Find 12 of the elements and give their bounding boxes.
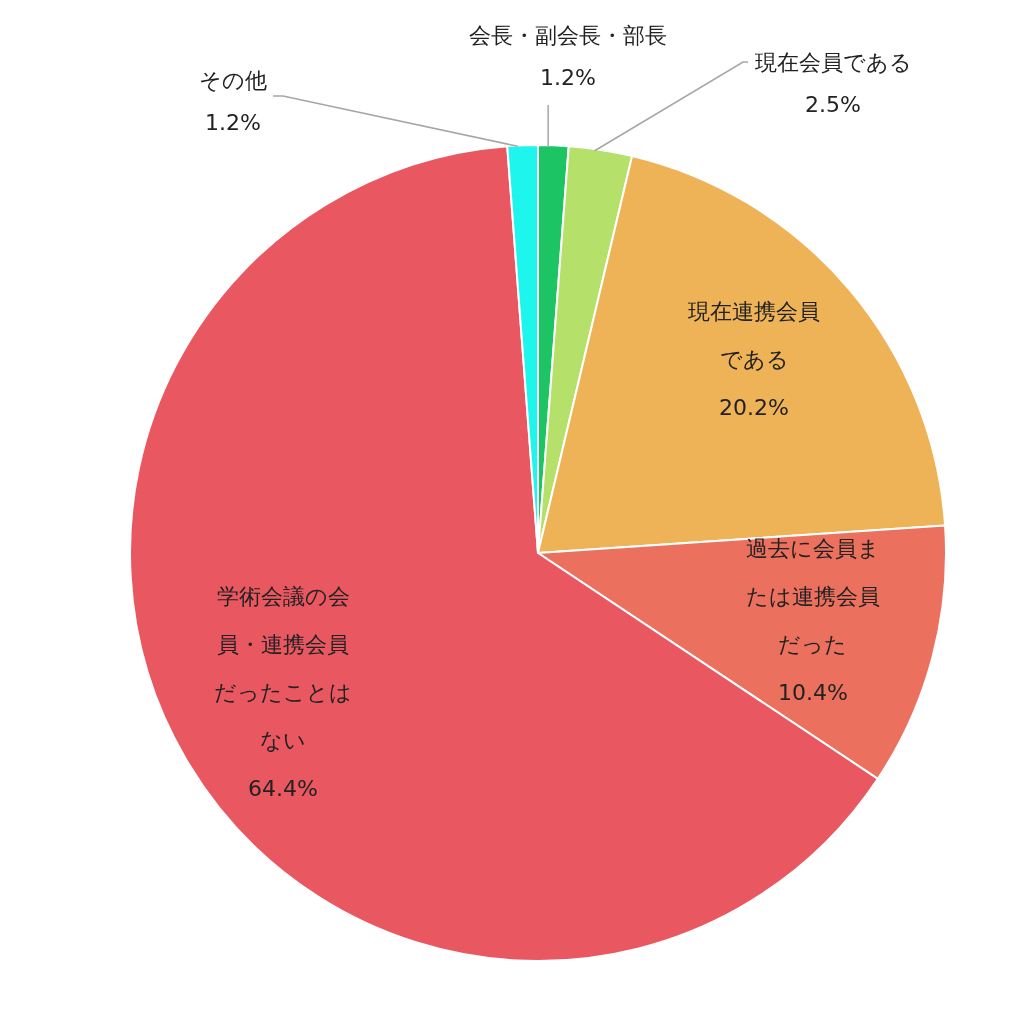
slice-label: 学術会議の会員・連携会員だったことはない [214,584,353,754]
data-label: 20.2% [719,394,789,420]
slice-label: 会長・副会長・部長 [469,23,667,48]
slice-label: 現在連携会員である [688,298,821,372]
data-label: 64.4% [248,776,318,802]
data-label: 1.2% [205,109,261,135]
data-label: 1.2% [540,64,596,90]
data-label: 10.4% [778,680,848,706]
slice-label: 過去に会員または連携会員だった [745,536,880,658]
slice-label: その他 [199,68,267,93]
data-label: 2.5% [805,91,861,117]
slice-label: 現在会員である [754,50,912,75]
